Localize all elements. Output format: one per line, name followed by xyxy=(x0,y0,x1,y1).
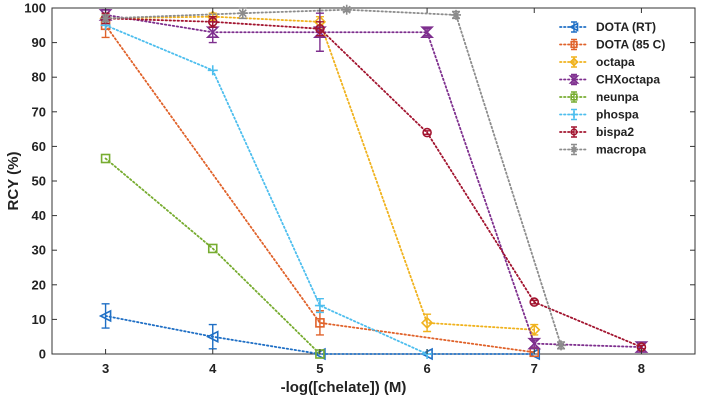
y-axis-title: RCY (%) xyxy=(5,152,22,211)
marker-triangle-left xyxy=(98,309,112,323)
marker-star xyxy=(570,146,578,153)
series-line xyxy=(104,24,428,355)
legend-entry: phospa xyxy=(559,108,639,122)
y-tick-label: 10 xyxy=(32,312,46,327)
y-tick-label: 100 xyxy=(24,1,46,16)
plot-area xyxy=(51,7,696,355)
marker-diamond xyxy=(569,57,579,67)
x-tick-label: 7 xyxy=(531,361,538,376)
axes-layer: 0 10 20 30 40 50 60 70 80 90 100 3 4 5 6 7 8 xyxy=(24,1,695,376)
marker-plus xyxy=(570,111,578,118)
legend-entry: DOTA (RT) xyxy=(559,20,656,34)
x-axis-title: -log([chelate]) (M) xyxy=(281,379,407,396)
legend-swatch-errorbar xyxy=(571,21,577,33)
series-macropa xyxy=(100,4,567,351)
legend-entry: octapa xyxy=(559,55,635,69)
marker-triangle-left xyxy=(205,330,219,343)
marker-plus xyxy=(207,65,218,76)
marker-hourglass xyxy=(420,26,435,39)
series-line xyxy=(104,17,643,348)
x-tick-label: 8 xyxy=(638,361,645,376)
marker-square xyxy=(570,93,578,101)
series-line xyxy=(104,24,536,354)
error-bar xyxy=(530,299,539,305)
legend-label: DOTA (85 C) xyxy=(596,38,665,52)
y-tick-label: 20 xyxy=(32,277,46,292)
legend-label: bispa2 xyxy=(596,125,634,139)
legend-label: neunpa xyxy=(596,90,639,104)
marker-diamond xyxy=(420,316,434,329)
legend-entry: neunpa xyxy=(559,90,639,104)
marker-star xyxy=(341,4,352,15)
marker-square xyxy=(100,153,111,164)
marker-circle xyxy=(207,17,218,27)
legend-label: octapa xyxy=(596,55,635,69)
marker-square xyxy=(207,243,218,254)
marker-hourglass xyxy=(312,26,327,39)
y-tick-label: 50 xyxy=(32,174,46,189)
plot-frame xyxy=(51,7,696,355)
marker-star xyxy=(451,9,462,20)
marker-star xyxy=(100,13,111,24)
series-layer xyxy=(98,4,649,361)
x-tick-label: 4 xyxy=(209,361,217,376)
series-line xyxy=(104,15,536,331)
legend-entry: CHXoctapa xyxy=(559,73,660,87)
legend-label: macropa xyxy=(596,143,646,157)
legend-label: DOTA (RT) xyxy=(596,20,656,34)
marker-square xyxy=(315,318,325,328)
legend-entry: macropa xyxy=(559,143,646,157)
marker-circle xyxy=(315,23,325,34)
y-tick-label: 70 xyxy=(32,104,46,119)
marker-hourglass xyxy=(527,337,542,350)
x-tick-label: 5 xyxy=(316,361,323,376)
marker-square xyxy=(570,40,578,49)
marker-circle xyxy=(422,127,432,138)
y-tick-label: 40 xyxy=(32,208,46,223)
legend-label: CHXoctapa xyxy=(596,73,660,87)
x-tick-label: 6 xyxy=(423,361,430,376)
marker-star xyxy=(556,340,567,351)
series-line xyxy=(104,14,643,348)
marker-plus xyxy=(314,300,325,311)
legend-entry: bispa2 xyxy=(559,125,634,139)
marker-triangle-left xyxy=(568,22,579,32)
y-tick-label: 90 xyxy=(32,35,46,50)
x-tick-label: 3 xyxy=(102,361,109,376)
marker-circle xyxy=(529,297,540,307)
error-bar xyxy=(208,323,217,350)
y-tick-label: 0 xyxy=(39,347,46,362)
marker-circle xyxy=(570,128,578,136)
series-line xyxy=(104,157,321,355)
y-tick-label: 30 xyxy=(32,243,46,258)
marker-diamond xyxy=(528,323,541,336)
error-bar xyxy=(423,130,432,135)
y-tick-label: 60 xyxy=(32,139,46,154)
error-bar xyxy=(637,344,646,350)
legend-entry: DOTA (85 C) xyxy=(559,38,665,52)
marker-star xyxy=(237,8,248,19)
marker-hourglass xyxy=(568,75,580,84)
legend-label: phospa xyxy=(596,108,639,122)
error-bar xyxy=(101,303,110,329)
series-neunpa xyxy=(100,153,325,359)
legend: DOTA (RT) DOTA (85 C) octapa CHXoctapa neunp… xyxy=(559,20,665,157)
y-tick-label: 80 xyxy=(32,70,46,85)
